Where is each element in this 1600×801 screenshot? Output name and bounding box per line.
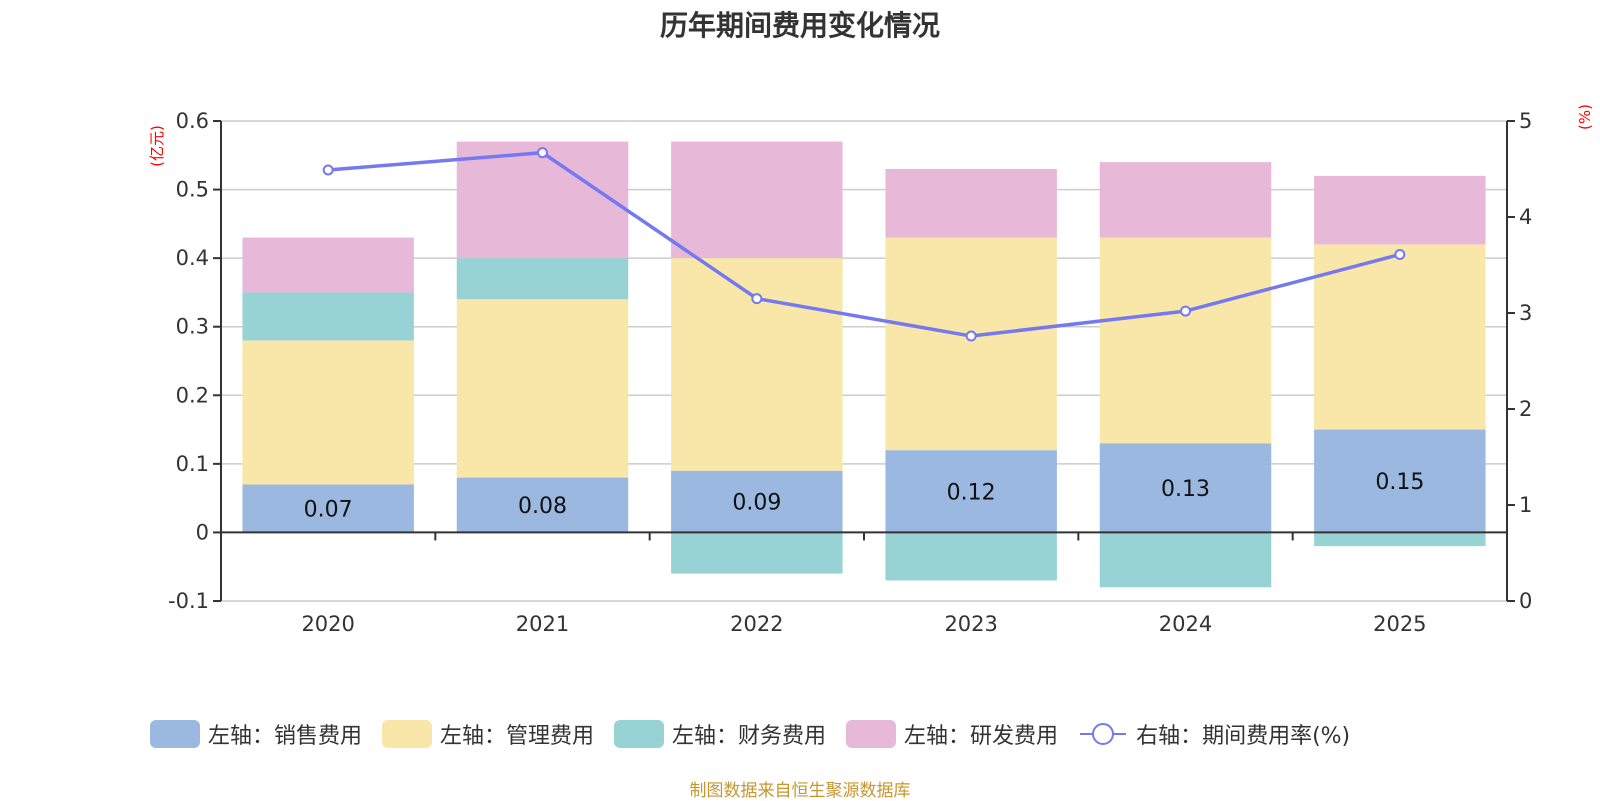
- right-axis-unit-label: (%): [1576, 104, 1594, 130]
- bar-data-label: 0.13: [1161, 477, 1210, 502]
- legend-item[interactable]: 左轴：销售费用: [150, 718, 362, 750]
- bar-segment[interactable]: [1099, 162, 1272, 238]
- bar-data-label: 0.15: [1375, 470, 1424, 495]
- legend-label: 左轴：研发费用: [904, 724, 1059, 749]
- bars: [242, 141, 1486, 588]
- bar-segment[interactable]: [885, 237, 1057, 451]
- legend-item[interactable]: 左轴：研发费用: [846, 718, 1058, 750]
- data-labels: 0.07 0.08 0.09 0.12 0.13 0.15: [304, 470, 1425, 522]
- bar-data-label: 0.12: [947, 480, 996, 505]
- bar-data-label: 0.09: [732, 491, 781, 516]
- left-axis-tick-label: 0: [196, 520, 209, 544]
- bar-segment[interactable]: [885, 450, 1057, 533]
- chart-title: 历年期间费用变化情况: [659, 9, 940, 42]
- bar-segment[interactable]: [456, 299, 629, 478]
- left-axis-tick-label: 0.4: [176, 246, 209, 270]
- bar-segment[interactable]: [456, 141, 629, 259]
- bar-data-label: 0.08: [518, 494, 567, 519]
- bar-segment[interactable]: [456, 258, 629, 300]
- legend-line-marker-icon: [1080, 723, 1127, 745]
- right-axis-tick-label: 1: [1519, 493, 1532, 517]
- bar-segment[interactable]: [242, 340, 414, 485]
- rate-point[interactable]: [1394, 248, 1406, 260]
- x-axis-tick-label: 2022: [730, 612, 783, 636]
- rate-point[interactable]: [751, 293, 763, 305]
- legend-item[interactable]: 左轴：财务费用: [614, 718, 826, 750]
- left-axis-tick-label: 0.3: [176, 315, 209, 339]
- legend-label: 左轴：财务费用: [672, 724, 827, 749]
- bar-segment[interactable]: [1314, 175, 1486, 245]
- left-axis-unit-label: (亿元): [148, 125, 166, 167]
- bar-segment[interactable]: [242, 484, 414, 533]
- right-axis-tick-label: 2: [1519, 397, 1532, 421]
- legend-swatch-icon: [382, 720, 433, 748]
- bar-segment[interactable]: [1099, 443, 1272, 533]
- right-axis-tick-label: 3: [1519, 301, 1532, 325]
- bar-segment[interactable]: [242, 292, 414, 341]
- bar-segment[interactable]: [242, 237, 414, 293]
- left-axis-tick-label: 0.6: [176, 109, 209, 133]
- rate-point[interactable]: [965, 330, 977, 342]
- source-footer: 制图数据来自恒生聚源数据库: [689, 781, 911, 801]
- x-axis-tick-label: 2024: [1159, 612, 1212, 636]
- legend-label: 左轴：管理费用: [440, 724, 595, 749]
- right-axis-tick-label: 4: [1519, 205, 1532, 229]
- bar-segment[interactable]: [671, 470, 843, 533]
- legend-swatch-icon: [846, 720, 897, 748]
- x-axis-tick-label: 2023: [944, 612, 997, 636]
- rate-point[interactable]: [537, 147, 548, 159]
- rate-line-series: [322, 147, 1406, 342]
- left-axis-tick-label: -0.1: [168, 589, 209, 613]
- bar-segment[interactable]: [885, 532, 1057, 581]
- grid-lines: [221, 120, 1507, 602]
- bar-segment[interactable]: [671, 141, 843, 259]
- bar-segment[interactable]: [1099, 237, 1272, 444]
- rate-point[interactable]: [322, 164, 334, 176]
- legend-item[interactable]: 右轴：期间费用率(%): [1078, 718, 1350, 750]
- bar-segment[interactable]: [1314, 429, 1486, 533]
- legend-swatch-icon: [150, 720, 200, 748]
- bar-segment[interactable]: [1314, 532, 1486, 547]
- right-axis-tick-label: 0: [1519, 589, 1532, 613]
- left-axis-tick-label: 0.1: [176, 452, 209, 476]
- x-axis-tick-label: 2021: [516, 612, 569, 636]
- right-axis-tick-label: 5: [1519, 109, 1532, 133]
- bar-segment[interactable]: [1099, 532, 1272, 588]
- legend-swatch-icon: [614, 720, 665, 748]
- bar-segment[interactable]: [671, 532, 843, 574]
- bar-segment[interactable]: [1314, 244, 1486, 430]
- legend-item[interactable]: 左轴：管理费用: [382, 718, 594, 750]
- legend-label: 右轴：期间费用率(%): [1136, 724, 1351, 749]
- bar-segment[interactable]: [456, 477, 629, 533]
- axes: 0.6 0.5 0.4 0.3 0.2 0.1 0 -0.1 5 4 3 2 1 0 2020 2021 202…: [148, 104, 1594, 636]
- bar-segment[interactable]: [885, 169, 1057, 238]
- legend: 左轴：销售费用 左轴：管理费用 左轴：财务费用 左轴：研发费用 右轴：期间费用率(%): [150, 718, 1370, 750]
- bar-segment[interactable]: [671, 258, 843, 471]
- left-axis-tick-label: 0.5: [176, 178, 209, 202]
- x-axis-tick-label: 2020: [301, 612, 354, 636]
- left-axis-tick-label: 0.2: [176, 383, 209, 407]
- rate-point[interactable]: [1180, 305, 1191, 317]
- bar-data-label: 0.07: [304, 497, 353, 522]
- x-axis-tick-label: 2025: [1373, 612, 1426, 636]
- rate-line: [328, 150, 1401, 338]
- legend-label: 左轴：销售费用: [208, 724, 363, 749]
